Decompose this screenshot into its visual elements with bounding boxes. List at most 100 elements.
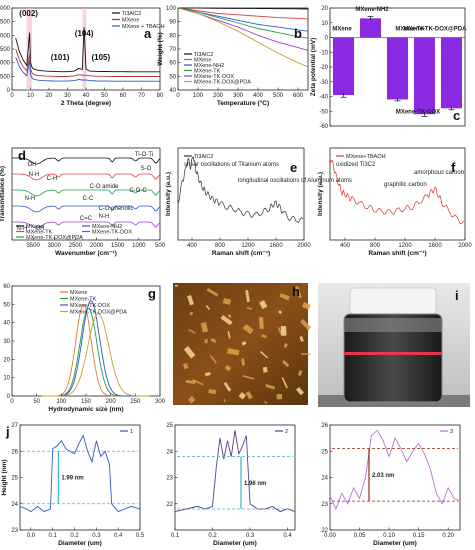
b-y-tick-label: 80 <box>169 33 176 39</box>
b-series-line <box>177 7 309 68</box>
afm-flake <box>241 341 247 346</box>
c-y-tick-label: 20 <box>321 6 328 12</box>
a-series-line <box>15 57 160 82</box>
afm-flake <box>204 372 211 377</box>
afm-flake <box>278 310 283 315</box>
j1-series-line <box>19 434 141 513</box>
b-legend-label: MXene-TK-DOX@PDA <box>194 80 251 86</box>
afm-flake <box>208 389 217 395</box>
panel-d-ftir-chart: 3500 3000 2500 2000 1500 1000 500 Wavenumber (c… <box>0 147 166 257</box>
j2-y-tick-label: 23 <box>166 476 173 482</box>
g-legend-label: MXene-TK-DOX <box>70 303 110 309</box>
afm-flake <box>301 302 311 310</box>
c-bar <box>440 37 463 109</box>
afm-image-background <box>173 283 308 405</box>
d-series-line <box>12 221 161 229</box>
afm-flake <box>224 364 232 372</box>
c-y-tick-label: -10 <box>319 50 328 56</box>
j3-x-axis-label: Diameter (um) <box>373 540 417 547</box>
afm-flake <box>185 380 196 384</box>
e-x-tick-label: 400 <box>187 243 198 249</box>
b-legend-label: MXene-TK <box>194 69 221 75</box>
afm-flake <box>183 346 196 359</box>
d-series-line <box>12 189 161 197</box>
afm-flake <box>227 313 232 319</box>
f-y-axis-label: Intensity (a.u.) <box>317 172 324 216</box>
j1-y-tick-label: 23 <box>11 528 18 534</box>
d-band-annotation: N-H <box>25 196 36 202</box>
e-x-tick-label: 800 <box>215 243 226 249</box>
a-x-tick-label: 20 <box>46 93 53 99</box>
d-x-tick-label: 3000 <box>48 243 62 249</box>
d-y-axis-label: Transmittance (%) <box>0 166 6 222</box>
a-y-tick-label: 500 <box>0 74 11 80</box>
afm-flake <box>242 375 255 380</box>
panel-label-h: h <box>292 284 300 299</box>
b-legend-label: MXene-NH2 <box>194 63 224 69</box>
afm-flake <box>200 322 209 333</box>
d-x-tick-label: 3500 <box>26 243 40 249</box>
j3-x-tick-label: 0.05 <box>354 533 366 539</box>
j3-frame <box>329 424 461 531</box>
j3-series-line <box>329 429 461 511</box>
a-y-tick-label: 2000 <box>0 33 11 39</box>
b-x-tick-label: 500 <box>273 93 284 99</box>
panel-label-g: g <box>148 286 156 301</box>
c-y-tick-label: 0 <box>325 36 329 42</box>
a-series-line <box>15 48 160 77</box>
afm-flake <box>258 317 264 330</box>
e-annotation: shear oscillations of Titanium atoms <box>184 162 279 168</box>
afm-flake <box>259 351 269 359</box>
c-y-axis-label: Zeta potential (mV) <box>310 38 317 97</box>
afm-flake <box>300 319 312 331</box>
afm-flake <box>187 396 196 404</box>
a-y-tick-label: 0 <box>7 88 11 94</box>
d-legend-label: MXene-NH2 <box>92 224 122 230</box>
j3-x-tick-label: 0.20 <box>442 533 454 539</box>
d-x-tick-label: 500 <box>155 243 166 249</box>
afm-flake <box>279 293 290 301</box>
d-legend-label: MXene-TK-DOX <box>92 230 132 236</box>
d-band-annotation: OH <box>36 226 45 232</box>
d-legend-label: MXene <box>26 224 43 230</box>
e-frame <box>177 147 305 241</box>
f-x-tick-label: 1600 <box>428 243 442 249</box>
afm-flake <box>259 300 268 310</box>
afm-flake <box>280 326 287 336</box>
afm-flake <box>210 338 217 343</box>
panel-a-xrd-chart: 0 10 20 30 40 50 60 70 80 0 500 1000 1500 2000 2500 300… <box>0 6 165 107</box>
f-x-tick-label: 400 <box>340 243 351 249</box>
afm-flake <box>245 290 250 303</box>
b-y-tick-label: 90 <box>169 20 176 26</box>
j1-y-tick-label: 25 <box>11 476 18 482</box>
afm-flake <box>299 336 304 342</box>
afm-flake <box>262 367 268 373</box>
afm-flake <box>209 355 217 364</box>
b-legend-label: Ti3AlC2 <box>194 52 213 58</box>
b-y-tick-label: 60 <box>169 61 176 67</box>
j2-y-tick-label: 25 <box>166 423 173 429</box>
afm-flake <box>223 399 226 403</box>
g-series-line <box>41 313 150 397</box>
j1-x-tick-label: 0.2 <box>70 533 79 539</box>
c-category-label: MXene-TK-DOX <box>396 110 440 116</box>
a-x-tick-label: 60 <box>120 93 127 99</box>
e-x-axis-label: Raman shift (cm⁻¹) <box>212 250 270 257</box>
g-x-tick-label: 100 <box>56 399 67 405</box>
b-y-tick-label: 40 <box>169 88 176 94</box>
d-band-annotation: Ti-O-Ti <box>135 152 153 158</box>
j2-x-tick-label: 0.2 <box>208 533 217 539</box>
afm-flake <box>295 387 304 396</box>
f-x-tick-label: 2000 <box>458 243 472 249</box>
d-band-annotation: C-C <box>83 196 94 202</box>
d-band-annotation: C=C <box>80 216 93 222</box>
e-x-tick-label: 1600 <box>269 243 283 249</box>
d-x-tick-label: 2500 <box>69 243 83 249</box>
afm-flake <box>189 312 193 316</box>
panel-label-d: d <box>18 148 26 163</box>
g-series-line <box>41 303 150 397</box>
j1-x-tick-label: 0.1 <box>49 533 58 539</box>
a-peak-annotation: (101) <box>51 53 70 62</box>
j1-y-tick-label: 26 <box>11 449 18 455</box>
d-band-annotation: OH <box>28 162 37 168</box>
